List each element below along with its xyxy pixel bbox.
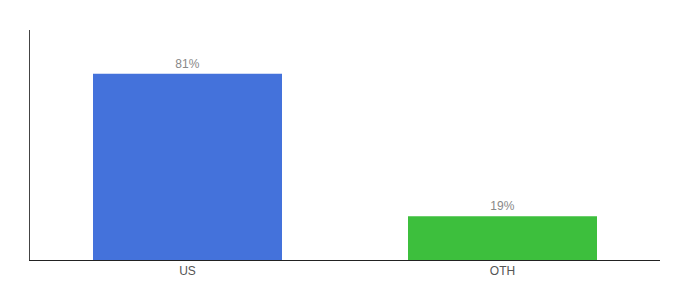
svg-text:OTH: OTH: [490, 264, 515, 278]
svg-text:19%: 19%: [490, 199, 514, 213]
svg-text:US: US: [179, 264, 196, 278]
svg-text:81%: 81%: [175, 57, 199, 71]
